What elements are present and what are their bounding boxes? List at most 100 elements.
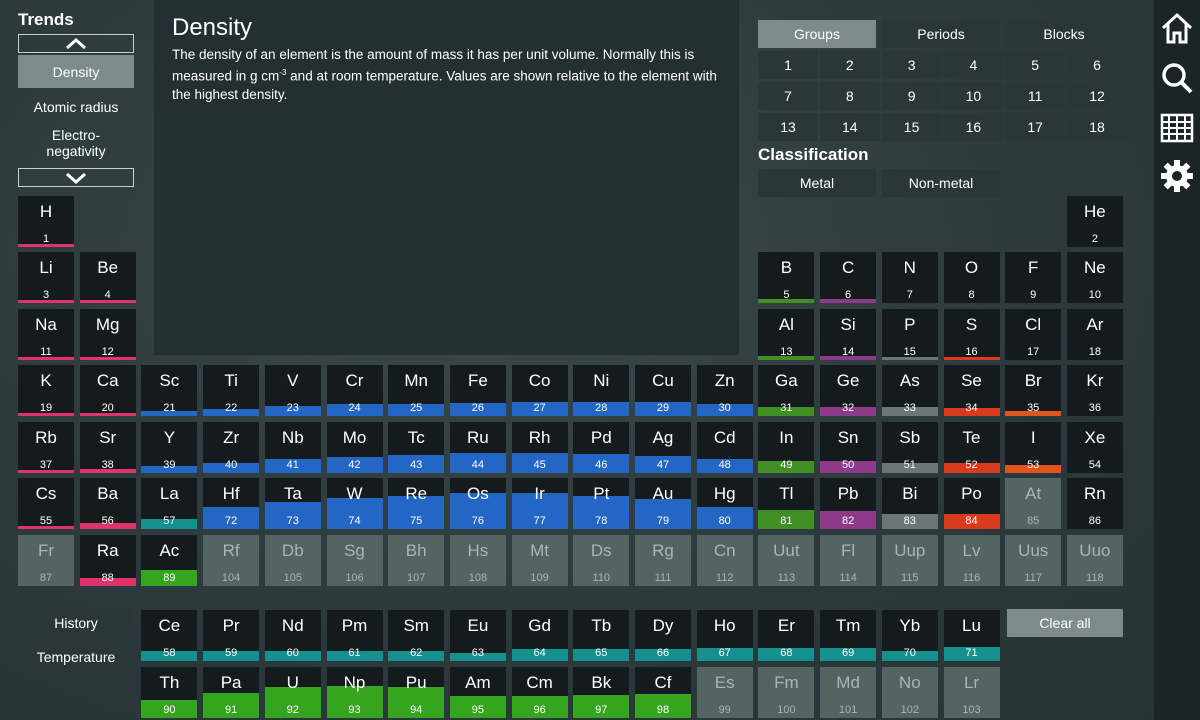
element-te[interactable]: Te 52 [943, 422, 1000, 473]
element-kr[interactable]: Kr 36 [1066, 365, 1123, 416]
group-9-button[interactable]: 9 [881, 82, 942, 110]
element-lv[interactable]: Lv 116 [943, 535, 1000, 586]
element-uut[interactable]: Uut 113 [758, 535, 815, 586]
trends-scroll-down-button[interactable] [18, 168, 134, 187]
element-cr[interactable]: Cr 24 [326, 365, 383, 416]
element-er[interactable]: Er 68 [758, 610, 815, 661]
element-ta[interactable]: Ta 73 [264, 478, 321, 529]
element-sm[interactable]: Sm 62 [388, 610, 445, 661]
group-12-button[interactable]: 12 [1067, 82, 1127, 110]
element-ds[interactable]: Ds 110 [573, 535, 630, 586]
classification-metal-button[interactable]: Metal [758, 169, 876, 197]
element-mg[interactable]: Mg 12 [79, 309, 136, 360]
element-be[interactable]: Be 4 [79, 252, 136, 303]
element-nd[interactable]: Nd 60 [264, 610, 321, 661]
element-ho[interactable]: Ho 67 [696, 610, 753, 661]
element-uuo[interactable]: Uuo 118 [1066, 535, 1123, 586]
group-15-button[interactable]: 15 [881, 113, 942, 141]
element-hf[interactable]: Hf 72 [203, 478, 260, 529]
element-ag[interactable]: Ag 47 [635, 422, 691, 473]
trend-density[interactable]: Density [18, 55, 134, 88]
element-re[interactable]: Re 75 [388, 478, 445, 529]
element-la[interactable]: La 57 [141, 478, 198, 529]
element-na[interactable]: Na 11 [18, 309, 74, 360]
group-5-button[interactable]: 5 [1005, 51, 1066, 79]
group-2-button[interactable]: 2 [819, 51, 880, 79]
element-pd[interactable]: Pd 46 [573, 422, 630, 473]
element-db[interactable]: Db 105 [264, 535, 321, 586]
group-8-button[interactable]: 8 [819, 82, 880, 110]
element-rb[interactable]: Rb 37 [18, 422, 74, 473]
element-cf[interactable]: Cf 98 [635, 667, 691, 718]
element-s[interactable]: S 16 [943, 309, 1000, 360]
element-rf[interactable]: Rf 104 [203, 535, 260, 586]
element-y[interactable]: Y 39 [141, 422, 198, 473]
element-ra[interactable]: Ra 88 [79, 535, 136, 586]
element-sc[interactable]: Sc 21 [141, 365, 198, 416]
element-k[interactable]: K 19 [18, 365, 74, 416]
element-ce[interactable]: Ce 58 [141, 610, 198, 661]
element-lr[interactable]: Lr 103 [943, 667, 1000, 718]
element-pt[interactable]: Pt 78 [573, 478, 630, 529]
element-rh[interactable]: Rh 45 [511, 422, 568, 473]
history-button[interactable]: History [18, 609, 134, 636]
element-pa[interactable]: Pa 91 [203, 667, 260, 718]
element-eu[interactable]: Eu 63 [449, 610, 506, 661]
element-br[interactable]: Br 35 [1005, 365, 1062, 416]
element-w[interactable]: W 74 [326, 478, 383, 529]
element-uup[interactable]: Uup 115 [881, 535, 938, 586]
element-he[interactable]: He 2 [1066, 196, 1123, 247]
element-tb[interactable]: Tb 65 [573, 610, 630, 661]
group-18-button[interactable]: 18 [1067, 113, 1127, 141]
element-fm[interactable]: Fm 100 [758, 667, 815, 718]
trend-electronegativity[interactable]: Electro- negativity [46, 127, 106, 159]
group-16-button[interactable]: 16 [943, 113, 1004, 141]
tab-groups[interactable]: Groups [758, 20, 876, 48]
element-gd[interactable]: Gd 64 [511, 610, 568, 661]
element-u[interactable]: U 92 [264, 667, 321, 718]
element-i[interactable]: I 53 [1005, 422, 1062, 473]
element-rn[interactable]: Rn 86 [1066, 478, 1123, 529]
group-6-button[interactable]: 6 [1067, 51, 1127, 79]
group-7-button[interactable]: 7 [758, 82, 818, 110]
element-yb[interactable]: Yb 70 [881, 610, 938, 661]
element-as[interactable]: As 33 [881, 365, 938, 416]
element-pu[interactable]: Pu 94 [388, 667, 445, 718]
element-fr[interactable]: Fr 87 [18, 535, 74, 586]
group-14-button[interactable]: 14 [819, 113, 880, 141]
settings-button[interactable] [1159, 158, 1195, 194]
element-bi[interactable]: Bi 83 [881, 478, 938, 529]
element-sg[interactable]: Sg 106 [326, 535, 383, 586]
element-tm[interactable]: Tm 69 [820, 610, 877, 661]
element-ru[interactable]: Ru 44 [449, 422, 506, 473]
element-ca[interactable]: Ca 20 [79, 365, 136, 416]
element-sb[interactable]: Sb 51 [881, 422, 938, 473]
group-17-button[interactable]: 17 [1005, 113, 1066, 141]
element-bk[interactable]: Bk 97 [573, 667, 630, 718]
element-mn[interactable]: Mn 25 [388, 365, 445, 416]
group-10-button[interactable]: 10 [943, 82, 1004, 110]
element-co[interactable]: Co 27 [511, 365, 568, 416]
element-cu[interactable]: Cu 29 [635, 365, 691, 416]
tab-blocks[interactable]: Blocks [1005, 20, 1123, 48]
element-cn[interactable]: Cn 112 [696, 535, 753, 586]
element-fl[interactable]: Fl 114 [820, 535, 877, 586]
element-lu[interactable]: Lu 71 [943, 610, 1000, 661]
element-bh[interactable]: Bh 107 [388, 535, 445, 586]
element-uus[interactable]: Uus 117 [1005, 535, 1062, 586]
element-po[interactable]: Po 84 [943, 478, 1000, 529]
element-dy[interactable]: Dy 66 [635, 610, 691, 661]
element-fe[interactable]: Fe 26 [449, 365, 506, 416]
element-in[interactable]: In 49 [758, 422, 815, 473]
element-ac[interactable]: Ac 89 [141, 535, 198, 586]
group-13-button[interactable]: 13 [758, 113, 818, 141]
element-mt[interactable]: Mt 109 [511, 535, 568, 586]
element-md[interactable]: Md 101 [820, 667, 877, 718]
element-zr[interactable]: Zr 40 [203, 422, 260, 473]
element-mo[interactable]: Mo 42 [326, 422, 383, 473]
element-np[interactable]: Np 93 [326, 667, 383, 718]
